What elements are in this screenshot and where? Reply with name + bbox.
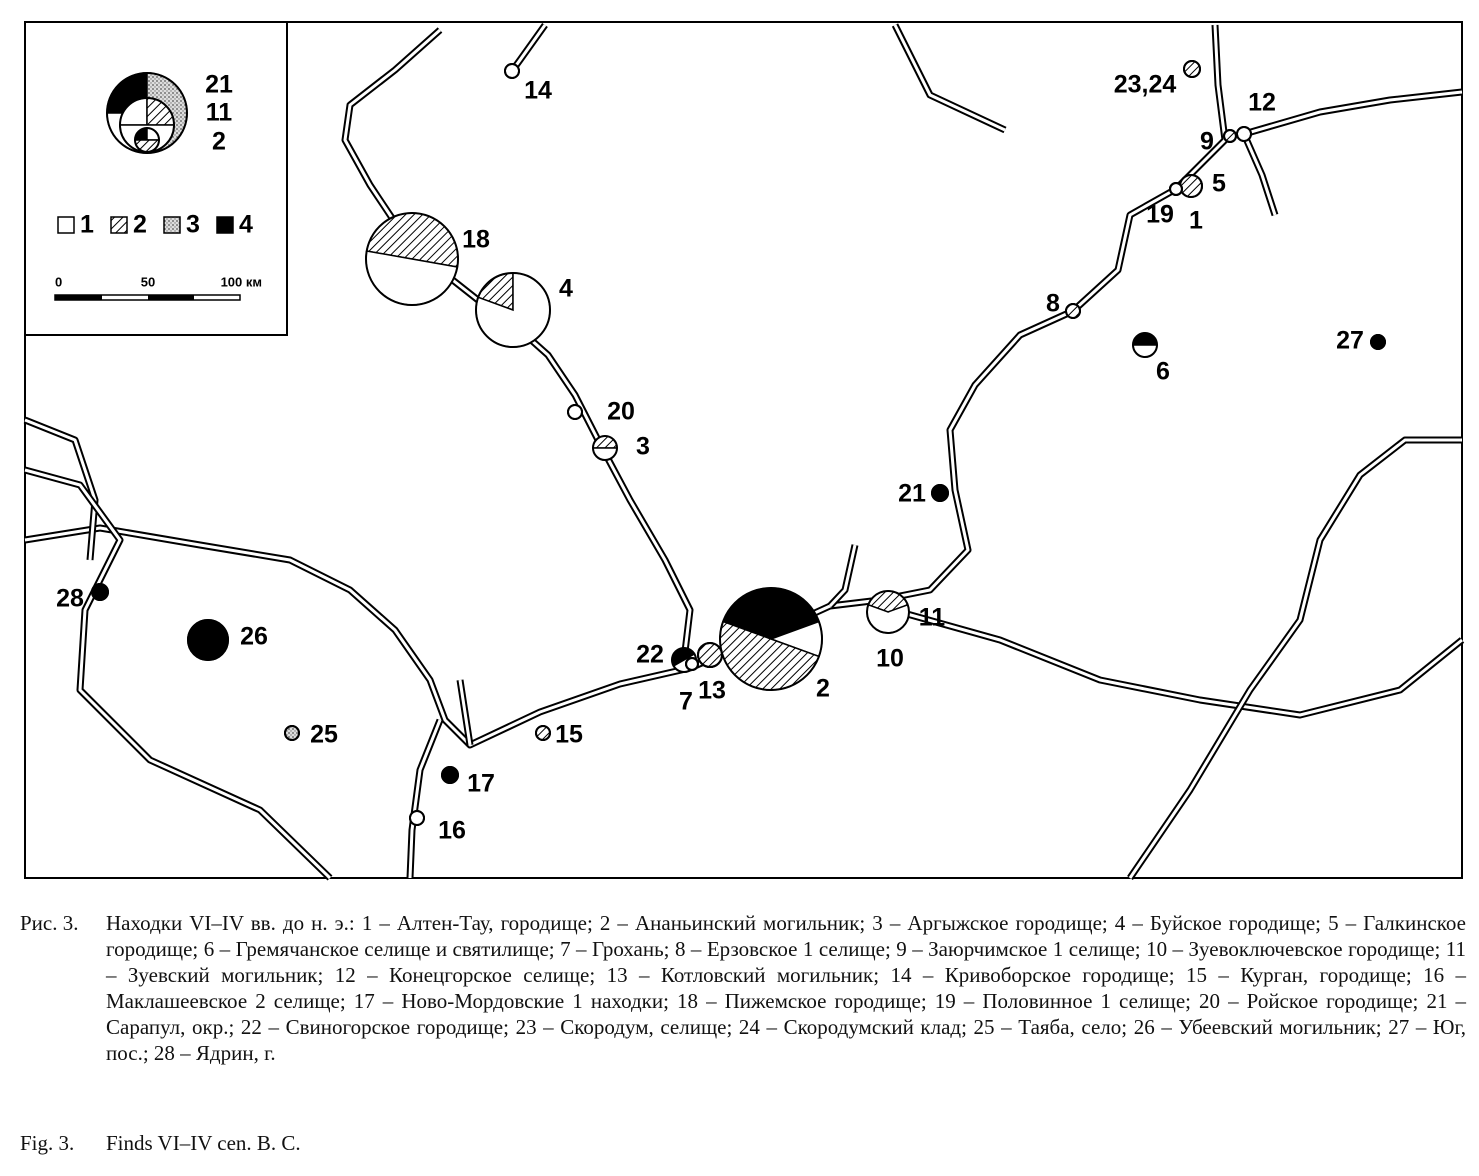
caption: Рис. 3. Находки VI–IV вв. до н. э.: 1 – … [20, 910, 1466, 1066]
site-label: 17 [467, 770, 495, 798]
site-label: 12 [1248, 89, 1276, 117]
legend-sample-label: 2 [212, 128, 226, 156]
symbol-outline [535, 725, 551, 741]
river [408, 719, 442, 879]
site-label: 11 [919, 604, 946, 632]
symbol-outline [409, 810, 425, 826]
symbol-outline [697, 642, 723, 668]
symbol-outline [1183, 60, 1201, 78]
legend-sample-label: 11 [206, 99, 233, 127]
site-label: 13 [698, 677, 726, 705]
scale-label: 100 км [221, 274, 262, 289]
site-label: 28 [56, 585, 84, 613]
symbol-outline [365, 212, 459, 306]
symbol-outline [592, 435, 618, 461]
legend-label: 2 [133, 211, 147, 239]
site-label: 25 [310, 721, 338, 749]
symbol-outline [1236, 126, 1252, 142]
site-label: 1 [1189, 207, 1203, 235]
caption-en: Fig. 3. Finds VI–IV cen. B. C. [20, 1130, 1466, 1156]
symbol-outline [441, 766, 459, 784]
site-label: 14 [524, 77, 552, 105]
scale-bar-fill [148, 295, 194, 300]
site-label: 6 [1156, 358, 1170, 386]
symbol-outline [504, 63, 520, 79]
caption-en-text: Finds VI–IV cen. B. C. [106, 1131, 301, 1155]
legend-swatch [163, 216, 181, 234]
symbol-outline [284, 725, 300, 741]
river [893, 24, 1006, 132]
site-label: 4 [559, 275, 573, 303]
symbol-outline [866, 590, 910, 634]
site-label: 22 [636, 641, 664, 669]
site-label: 15 [555, 721, 583, 749]
river [458, 679, 472, 746]
site-label: 5 [1212, 170, 1226, 198]
legend-label: 4 [239, 211, 253, 239]
legend-label: 1 [80, 211, 94, 239]
scale-label: 0 [55, 274, 62, 289]
site-label: 21 [898, 480, 926, 508]
symbol-outline [719, 587, 823, 691]
scale-bar-fill [55, 295, 102, 300]
caption-text: Находки VI–IV вв. до н. э.: 1 – Алтен-Та… [106, 911, 1466, 1065]
river [1242, 133, 1277, 216]
site-label: 19 [1146, 201, 1174, 229]
rivers [23, 22, 1465, 881]
symbol-outline [91, 583, 109, 601]
site-label: 23,24 [1114, 71, 1177, 99]
legend-swatch [57, 216, 75, 234]
symbol-outline [1370, 334, 1386, 350]
site-label: 3 [636, 433, 650, 461]
symbol-outline [567, 404, 583, 420]
site-label: 7 [679, 688, 693, 716]
river [24, 418, 97, 561]
site-label: 16 [438, 817, 466, 845]
river [1243, 90, 1463, 136]
legend-sample-label: 21 [205, 71, 233, 99]
site-label: 26 [240, 623, 268, 651]
site-label: 2 [816, 675, 830, 703]
river [24, 24, 1227, 747]
river [828, 544, 857, 608]
scale-label: 50 [141, 274, 155, 289]
site-label: 20 [607, 398, 635, 426]
caption-label: Рис. 3. [20, 911, 79, 935]
symbol-outline [1223, 129, 1237, 143]
symbol-outline [685, 657, 699, 671]
legend-swatch [110, 216, 128, 234]
river [1128, 438, 1462, 879]
symbol-outline [187, 619, 229, 661]
river [899, 610, 1463, 717]
symbol-outline [1065, 303, 1081, 319]
site-label: 8 [1046, 290, 1060, 318]
legend-label: 3 [186, 211, 200, 239]
legend-swatch [216, 216, 234, 234]
symbol-outline [1169, 182, 1183, 196]
river [24, 468, 332, 880]
site-label: 9 [1200, 128, 1214, 156]
symbol-outline [1132, 332, 1158, 358]
site-label: 10 [876, 645, 904, 673]
site-label: 27 [1336, 327, 1364, 355]
symbol-outline [134, 127, 160, 153]
caption-en-label: Fig. 3. [20, 1131, 75, 1155]
symbol-outline [475, 272, 551, 348]
site-label: 18 [462, 226, 490, 254]
symbol-outline [931, 484, 949, 502]
